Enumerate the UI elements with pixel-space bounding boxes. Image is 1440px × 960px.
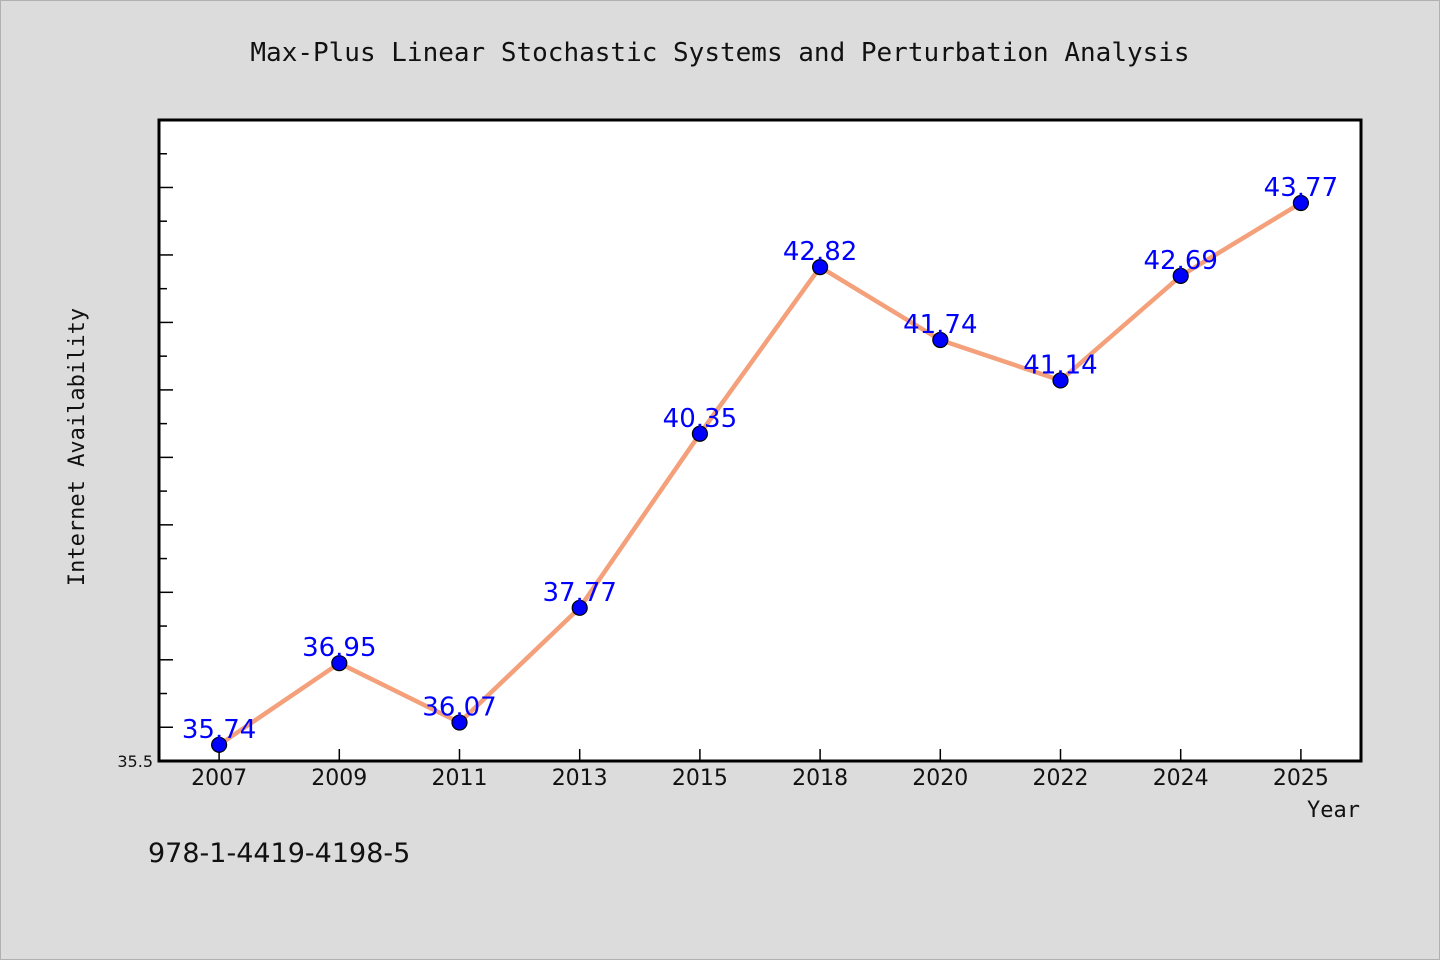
x-tick-label: 2013 <box>552 766 608 791</box>
data-point <box>1052 372 1069 389</box>
x-tick-label: 2015 <box>672 766 728 791</box>
data-point <box>571 599 588 616</box>
y-tick-label: 35.5 <box>117 752 153 771</box>
data-point <box>1172 267 1189 284</box>
data-label: 41.74 <box>903 310 977 340</box>
x-axis-tick-labels: 2007 2009 2011 2013 2015 2018 2020 2022 2024 2025 <box>191 766 1329 791</box>
x-tick-label: 2024 <box>1153 766 1209 791</box>
data-point <box>1292 194 1310 212</box>
data-point <box>932 331 949 349</box>
data-label: 42.82 <box>783 237 857 267</box>
data-label: 36.95 <box>302 633 376 663</box>
data-point <box>211 736 228 753</box>
data-point <box>811 258 829 276</box>
plot-area <box>159 120 1361 761</box>
data-point <box>451 714 468 731</box>
x-tick-label: 2009 <box>311 766 367 791</box>
data-label: 42.69 <box>1143 246 1217 276</box>
x-tick-label: 2011 <box>432 766 488 791</box>
data-label: 43.77 <box>1264 173 1338 203</box>
x-tick-label: 2022 <box>1033 766 1089 791</box>
x-tick-label: 2020 <box>912 766 968 791</box>
plot-frame <box>157 118 1363 763</box>
x-tick-label: 2025 <box>1273 766 1329 791</box>
x-tick-label: 2018 <box>792 766 848 791</box>
y-axis-title: Internet Availability <box>65 308 90 586</box>
data-label: 35.74 <box>182 715 256 745</box>
data-label: 37.77 <box>542 578 616 608</box>
data-label: 41.14 <box>1023 350 1097 380</box>
chart-title: Max-Plus Linear Stochastic Systems and P… <box>250 38 1189 68</box>
data-label: 40.35 <box>663 404 737 434</box>
series-markers <box>211 194 1310 753</box>
isbn-footer: 978-1-4419-4198-5 <box>148 838 410 869</box>
data-point <box>691 425 709 442</box>
data-labels: 35.74 36.95 36.07 37.77 40.35 42.82 41.74 41.14… <box>182 173 1338 745</box>
x-axis-title: Year <box>1307 798 1360 823</box>
data-label: 36.07 <box>422 693 496 723</box>
x-axis-ticks <box>218 749 1302 761</box>
data-point <box>331 655 348 672</box>
x-tick-label: 2007 <box>191 766 247 791</box>
series-line <box>216 200 1304 748</box>
